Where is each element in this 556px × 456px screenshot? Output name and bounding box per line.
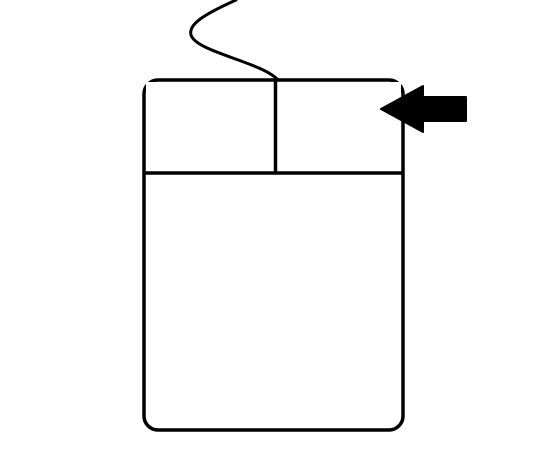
left-mouse-button [146,82,275,172]
right-mouse-button [276,82,401,172]
mouse-cable [189,0,280,82]
arrow-left-icon [380,85,467,133]
